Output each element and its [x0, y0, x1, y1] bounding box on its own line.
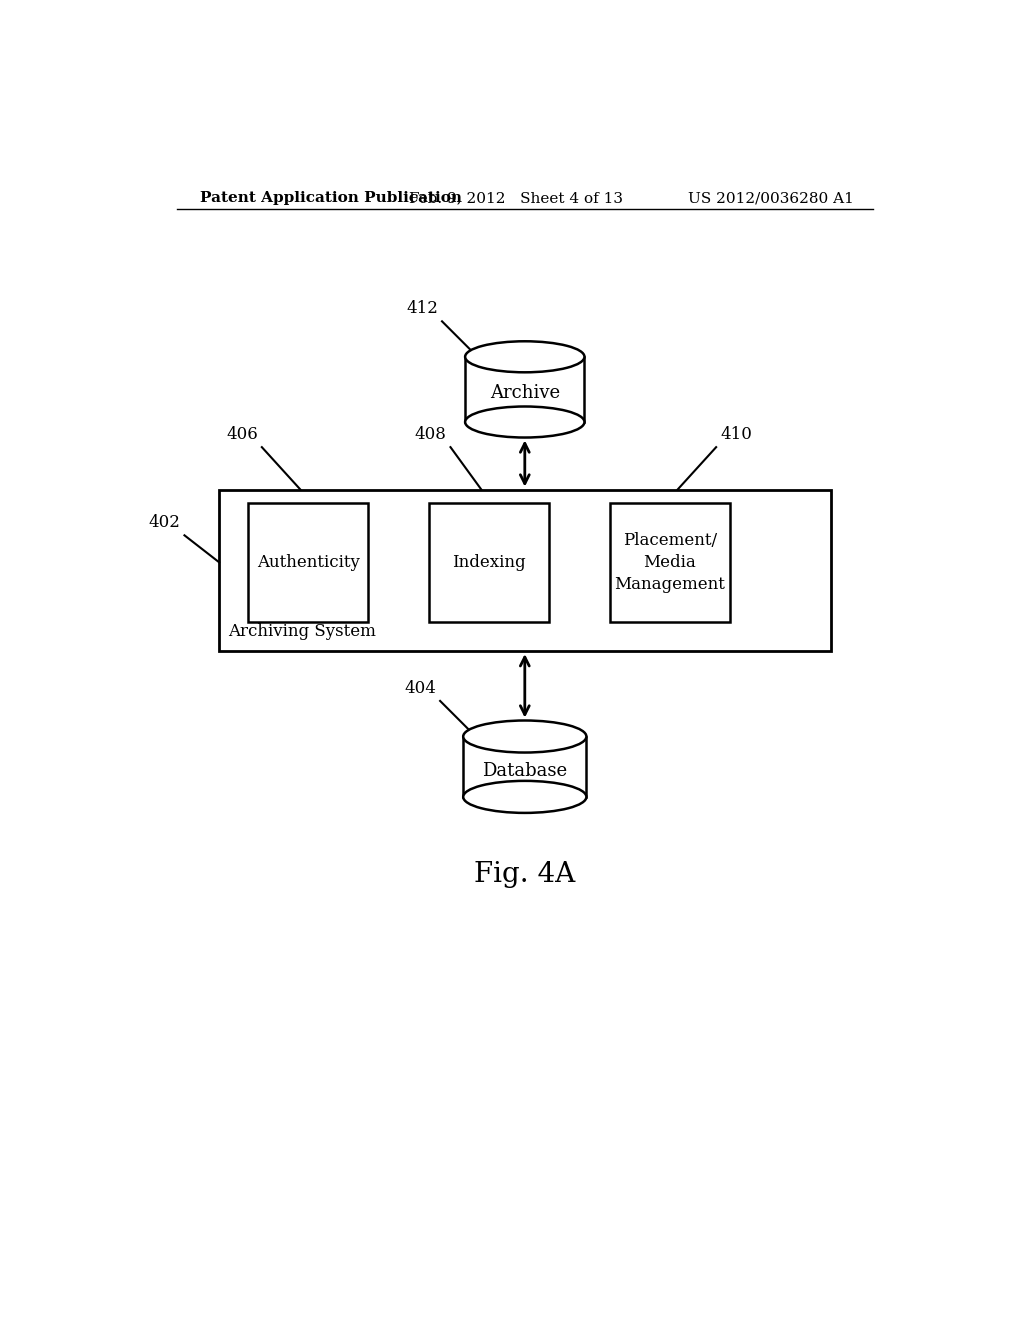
Text: Archive: Archive — [489, 384, 560, 403]
Ellipse shape — [463, 721, 587, 752]
Bar — [429, 503, 549, 622]
Text: Archiving System: Archiving System — [228, 623, 376, 640]
Bar — [249, 503, 368, 622]
Text: 406: 406 — [226, 426, 258, 444]
Text: US 2012/0036280 A1: US 2012/0036280 A1 — [688, 191, 854, 206]
Text: 402: 402 — [148, 515, 180, 532]
Text: Feb. 9, 2012   Sheet 4 of 13: Feb. 9, 2012 Sheet 4 of 13 — [409, 191, 623, 206]
Text: 404: 404 — [404, 680, 436, 697]
Ellipse shape — [463, 781, 587, 813]
Text: Database: Database — [482, 762, 567, 780]
Ellipse shape — [465, 342, 585, 372]
Text: 412: 412 — [407, 301, 438, 318]
Text: Indexing: Indexing — [453, 554, 525, 572]
Text: Authenticity: Authenticity — [257, 554, 359, 572]
Text: Fig. 4A: Fig. 4A — [474, 861, 575, 888]
Text: Patent Application Publication: Patent Application Publication — [200, 191, 462, 206]
Text: 410: 410 — [720, 426, 752, 444]
Bar — [219, 490, 831, 651]
Bar — [465, 356, 585, 422]
Ellipse shape — [465, 407, 585, 437]
Bar — [610, 503, 730, 622]
Text: Placement/
Media
Management: Placement/ Media Management — [614, 532, 725, 594]
Text: 408: 408 — [415, 426, 446, 444]
Bar — [463, 737, 587, 797]
